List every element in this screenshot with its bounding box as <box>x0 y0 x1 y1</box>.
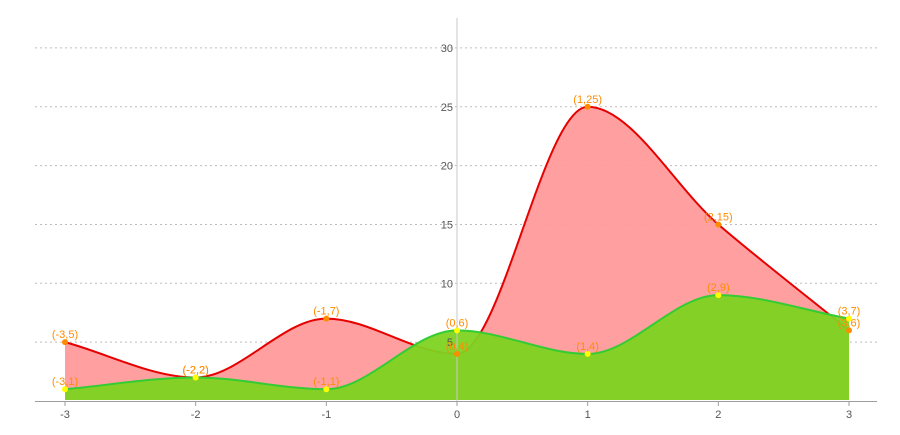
y-tick-label: 5 <box>447 337 453 349</box>
series-2-point-label: (0,6) <box>446 317 469 329</box>
y-tick-label: 20 <box>441 161 453 173</box>
series-2-point <box>62 386 68 393</box>
series-1-point <box>454 350 460 357</box>
series-1-point <box>584 103 591 110</box>
series-1-point-label: (1,25) <box>573 94 602 106</box>
series-1-point-label: (-3,5) <box>52 329 78 341</box>
y-tick-label: 30 <box>441 43 453 55</box>
series-1-point-label: (0,4) <box>446 341 469 353</box>
x-tick-label: 1 <box>585 409 591 421</box>
series-2-point <box>715 292 722 299</box>
x-tick-label: 0 <box>454 409 460 421</box>
series-2-point <box>846 315 852 322</box>
x-tick-label: -1 <box>321 409 331 421</box>
y-tick-label: 25 <box>441 102 453 114</box>
series-1-point <box>62 339 68 346</box>
series-2-point <box>192 374 199 381</box>
x-tick-label: 3 <box>846 409 852 421</box>
series-2-point <box>454 327 460 334</box>
series-2-point-label: (2,9) <box>707 282 730 294</box>
series-2-point-label: (-2,2) <box>183 364 209 376</box>
series-markers <box>62 103 852 393</box>
axes: -3 -2 -1 0 1 2 3 5 10 15 20 25 30 <box>35 18 877 421</box>
series-1-point-label: (2,15) <box>704 211 733 223</box>
series-2-point <box>323 386 330 393</box>
x-tick-label: -2 <box>191 409 201 421</box>
x-tick-label: -3 <box>60 409 70 421</box>
series-1-point <box>846 327 852 334</box>
y-tick-label: 15 <box>441 219 453 231</box>
series-1-point-label: (3,6) <box>838 317 861 329</box>
x-tick-label: 2 <box>715 409 721 421</box>
y-tick-label: 10 <box>441 278 453 290</box>
series-2-point-label: (-1,1) <box>313 376 339 388</box>
point-labels: (-3,5) (-2,2) (-1,7) (0,4) (1,25) (2,15) (3,6)… <box>52 94 860 388</box>
series-1-point <box>323 315 330 322</box>
series-2-point-label: (1,4) <box>576 341 599 353</box>
series-2-point-label: (3,7) <box>838 306 861 318</box>
series-2-point <box>584 350 591 357</box>
series-1-point-label: (-1,7) <box>313 306 339 318</box>
series-2-point-label: (-3,1) <box>52 376 78 388</box>
series-1-point <box>715 221 722 228</box>
series-1-point-label: (-2,2) <box>183 364 209 376</box>
